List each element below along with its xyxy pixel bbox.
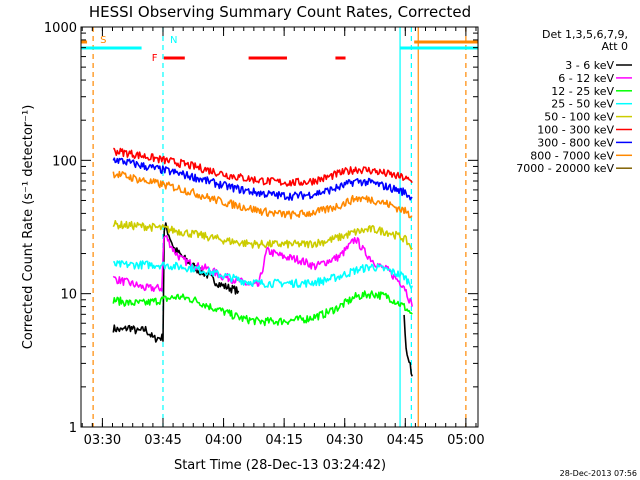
- x-tick-label: 04:30: [326, 433, 363, 448]
- series-7: [112, 157, 413, 201]
- marker-label-s: S: [100, 35, 106, 46]
- x-axis: 03:30 03:45 04:00 04:15 04:30 04:45 05:00: [81, 27, 485, 448]
- legend-label: 3 - 6 keV: [565, 59, 614, 72]
- legend-header-1: Det 1,3,5,6,7,9,: [542, 28, 628, 41]
- legend-label: 25 - 50 keV: [551, 98, 614, 111]
- flag-bars: F: [81, 40, 478, 64]
- flag-label-f: F: [152, 53, 158, 64]
- series-1: [403, 314, 413, 377]
- legend-header-2: Att 0: [602, 40, 628, 53]
- x-tick-label: 03:30: [84, 433, 121, 448]
- y-tick-label: 10: [60, 288, 77, 303]
- y-axis: 1 10 100 1000: [44, 21, 478, 436]
- legend-label: 12 - 25 keV: [551, 85, 614, 98]
- x-tick-label: 04:15: [265, 433, 302, 448]
- x-tick-label: 04:45: [387, 433, 424, 448]
- legend-label: 800 - 7000 keV: [530, 149, 614, 162]
- legend-label: 50 - 100 keV: [544, 111, 614, 124]
- timestamp-label: 28-Dec-2013 07:56: [560, 469, 637, 478]
- plot-frame: [80, 26, 479, 428]
- plot-border: [80, 26, 479, 428]
- series-8: [112, 170, 413, 220]
- y-axis-label: Corrected Count Rate (s⁻¹ detector⁻¹): [21, 105, 36, 350]
- series-2: [112, 235, 413, 307]
- series-4: [113, 260, 413, 290]
- series-0: [112, 222, 240, 343]
- series-6: [113, 147, 413, 187]
- chart-title: HESSI Observing Summary Count Rates, Cor…: [89, 3, 471, 21]
- x-axis-label: Start Time (28-Dec-13 03:24:42): [174, 458, 386, 473]
- marker-label-n: N: [170, 35, 177, 46]
- legend-label: 7000 - 20000 keV: [516, 162, 614, 175]
- x-tick-label: 04:00: [205, 433, 242, 448]
- legend-label: 100 - 300 keV: [537, 124, 614, 137]
- x-tick-label: 05:00: [447, 433, 484, 448]
- legend-label: 300 - 800 keV: [537, 136, 614, 149]
- series-3: [112, 290, 413, 327]
- y-tick-label: 100: [52, 154, 77, 169]
- legend-label: 6 - 12 keV: [558, 72, 614, 85]
- y-tick-label: 1000: [44, 21, 77, 36]
- x-tick-label: 03:45: [144, 433, 181, 448]
- data-series: [112, 147, 413, 377]
- series-5: [112, 220, 413, 250]
- y-tick-label: 1: [69, 421, 77, 436]
